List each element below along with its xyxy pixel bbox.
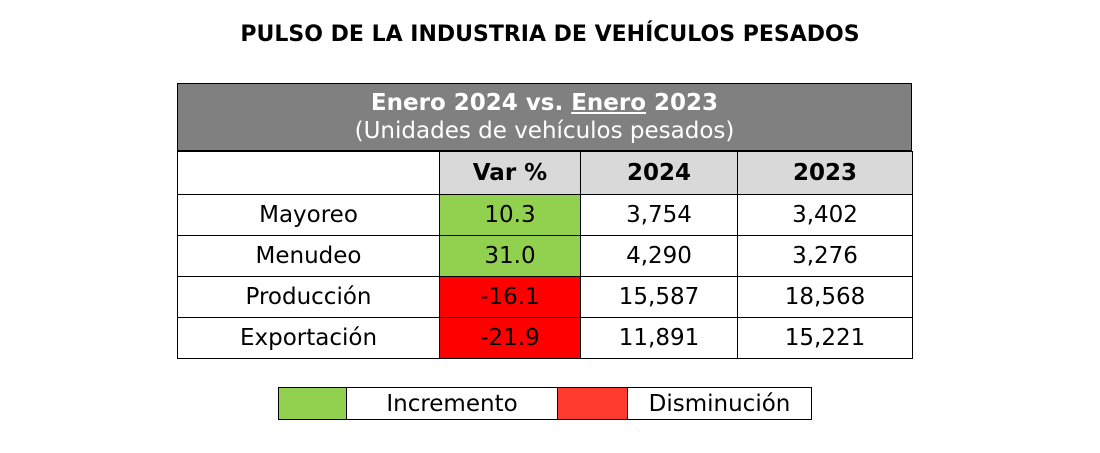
cell: 3,754	[580, 194, 738, 236]
table-row: Menudeo 31.0 4,290 3,276	[177, 235, 913, 277]
header-text: Enero	[571, 90, 647, 116]
header-text: Enero 2024 vs.	[370, 90, 564, 116]
cell: 18,568	[737, 276, 913, 318]
column-header: 2023	[737, 151, 913, 195]
legend-label: Disminución	[627, 387, 812, 420]
legend-swatch	[278, 387, 347, 420]
column-header: Var %	[439, 151, 581, 195]
table-header: Enero 2024 vs. Enero 2023 (Unidades de veh…	[177, 83, 912, 151]
row-label: Producción	[177, 276, 440, 318]
row-label: Mayoreo	[177, 194, 440, 236]
cell: -16.1	[439, 276, 581, 318]
cell: 15,587	[580, 276, 738, 318]
table-row: Producción -16.1 15,587 18,568	[177, 276, 913, 318]
cell: 11,891	[580, 317, 738, 359]
legend-label: Incremento	[346, 387, 558, 420]
title: PULSO DE LA INDUSTRIA DE VEHÍCULOS PESAD…	[240, 21, 860, 47]
cell: 3,276	[737, 235, 913, 277]
column-header: 2024	[580, 151, 738, 195]
data-table: Var % 2024 2023 Mayoreo 10.3 3,754 3,402 Men…	[177, 151, 913, 359]
cell: 31.0	[439, 235, 581, 277]
column-header-row: Var % 2024 2023	[177, 151, 913, 195]
blank-cell	[177, 151, 440, 195]
table-row: Mayoreo 10.3 3,754 3,402	[177, 194, 913, 236]
cell: -21.9	[439, 317, 581, 359]
cell: 3,402	[737, 194, 913, 236]
legend-swatch	[557, 387, 628, 420]
table-row: Exportación -21.9 11,891 15,221	[177, 317, 913, 359]
header-text: 2023	[654, 90, 719, 116]
cell: 10.3	[439, 194, 581, 236]
cell: 15,221	[737, 317, 913, 359]
header-line1: Enero 2024 vs. Enero 2023	[367, 89, 722, 117]
cell: 4,290	[580, 235, 738, 277]
row-label: Menudeo	[177, 235, 440, 277]
header-line2: (Unidades de vehículos pesados)	[354, 118, 735, 144]
row-label: Exportación	[177, 317, 440, 359]
